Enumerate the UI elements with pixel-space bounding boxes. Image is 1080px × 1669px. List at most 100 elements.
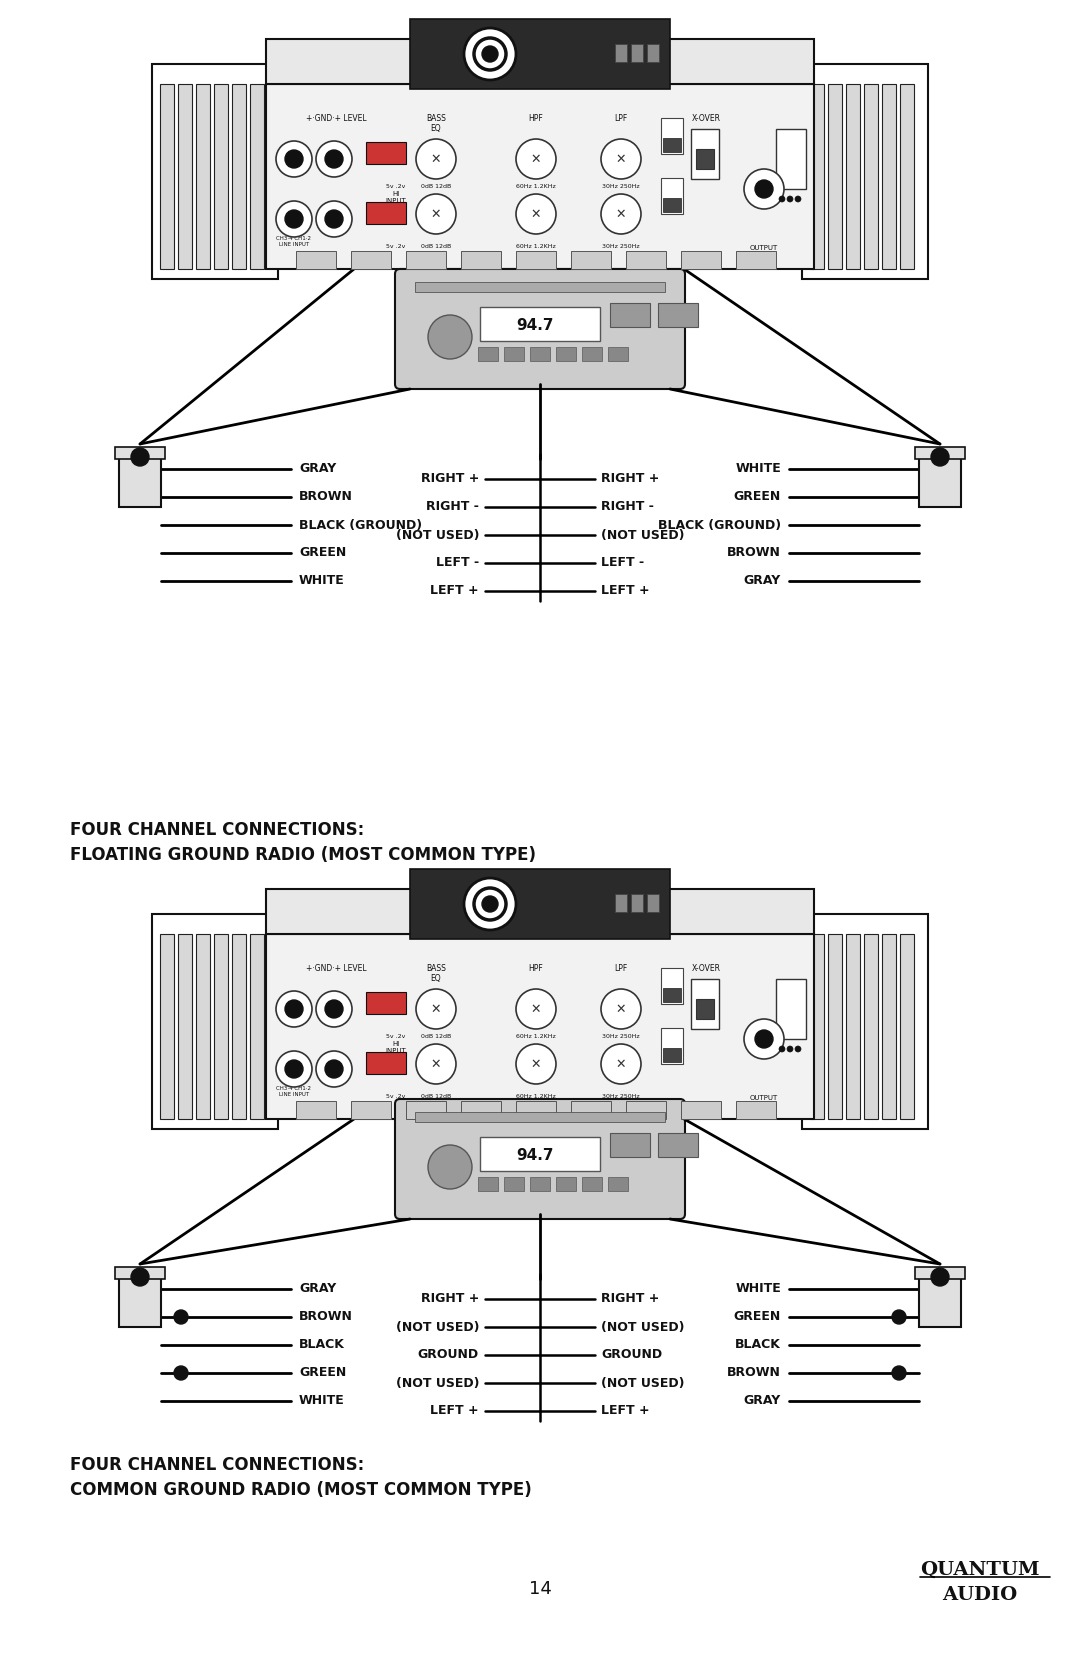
Circle shape <box>755 1030 773 1048</box>
Text: HI
INPUT: HI INPUT <box>386 1041 406 1055</box>
Bar <box>119 449 161 507</box>
Bar <box>195 935 210 1118</box>
Bar <box>696 149 714 169</box>
Circle shape <box>787 1046 793 1051</box>
Text: 14: 14 <box>528 1581 552 1597</box>
Text: BASS
EQ: BASS EQ <box>427 965 446 983</box>
Text: BLACK: BLACK <box>735 1339 781 1352</box>
Text: LEFT +: LEFT + <box>430 584 480 598</box>
Text: (NOT USED): (NOT USED) <box>395 1377 480 1390</box>
Text: WHITE: WHITE <box>299 1395 345 1407</box>
Bar <box>296 1102 336 1118</box>
Circle shape <box>316 140 352 177</box>
Bar <box>266 935 814 1118</box>
Circle shape <box>600 194 642 234</box>
Text: ✕: ✕ <box>431 152 442 165</box>
Bar <box>681 1102 721 1118</box>
Bar <box>406 250 446 269</box>
Text: (NOT USED): (NOT USED) <box>395 1320 480 1334</box>
Bar <box>608 347 627 361</box>
Text: ✕: ✕ <box>530 152 541 165</box>
Bar <box>615 43 627 62</box>
Bar <box>663 988 681 1001</box>
Bar <box>846 83 860 269</box>
Circle shape <box>744 169 784 209</box>
Circle shape <box>416 139 456 179</box>
Bar <box>478 1177 498 1192</box>
Bar <box>658 1133 698 1157</box>
Text: WHITE: WHITE <box>299 574 345 587</box>
Bar <box>516 250 556 269</box>
Bar <box>663 1048 681 1061</box>
Circle shape <box>276 1051 312 1087</box>
Text: 30Hz 250Hz: 30Hz 250Hz <box>603 1093 639 1098</box>
Circle shape <box>600 139 642 179</box>
Bar <box>661 1028 683 1065</box>
Bar <box>266 890 814 935</box>
Text: 0dB 12dB: 0dB 12dB <box>421 184 451 189</box>
Circle shape <box>931 447 949 466</box>
Circle shape <box>285 150 303 169</box>
Text: BROWN: BROWN <box>727 546 781 559</box>
Text: 30Hz 250Hz: 30Hz 250Hz <box>603 184 639 189</box>
Bar <box>864 935 878 1118</box>
Bar <box>802 915 928 1128</box>
Circle shape <box>428 315 472 359</box>
Text: +·GND·+ LEVEL: +·GND·+ LEVEL <box>306 965 366 973</box>
Text: LPF: LPF <box>615 113 627 124</box>
Bar <box>810 935 824 1118</box>
Bar <box>266 83 814 269</box>
Circle shape <box>516 1045 556 1083</box>
Text: 60Hz 1.2KHz: 60Hz 1.2KHz <box>516 244 556 249</box>
Bar <box>415 282 665 292</box>
Circle shape <box>931 1268 949 1287</box>
Bar <box>160 935 174 1118</box>
Text: 30Hz 250Hz: 30Hz 250Hz <box>603 1035 639 1040</box>
Circle shape <box>779 195 785 202</box>
Bar <box>366 991 406 1015</box>
Text: 60Hz 1.2KHz: 60Hz 1.2KHz <box>516 184 556 189</box>
Text: BLACK: BLACK <box>299 1339 345 1352</box>
Text: BASS
EQ: BASS EQ <box>427 113 446 134</box>
Text: WHITE: WHITE <box>735 462 781 476</box>
Bar <box>882 935 896 1118</box>
Circle shape <box>600 990 642 1030</box>
Text: 94.7: 94.7 <box>516 1148 554 1163</box>
Text: ✕: ✕ <box>431 1058 442 1070</box>
Text: GRAY: GRAY <box>299 1282 336 1295</box>
Circle shape <box>600 1045 642 1083</box>
Bar <box>214 83 228 269</box>
Bar <box>214 935 228 1118</box>
Bar <box>516 1102 556 1118</box>
Circle shape <box>416 194 456 234</box>
Circle shape <box>892 1310 906 1324</box>
Text: RIGHT +: RIGHT + <box>420 472 480 486</box>
Circle shape <box>285 1000 303 1018</box>
Bar <box>663 199 681 212</box>
Bar <box>882 83 896 269</box>
Bar <box>571 1102 611 1118</box>
Bar <box>296 250 336 269</box>
Bar <box>582 347 602 361</box>
Bar <box>608 1177 627 1192</box>
Bar <box>114 1267 165 1278</box>
Bar <box>152 915 278 1128</box>
Bar <box>681 250 721 269</box>
Text: 60Hz 1.2KHz: 60Hz 1.2KHz <box>516 1093 556 1098</box>
Text: BROWN: BROWN <box>299 491 353 504</box>
Text: FOUR CHANNEL CONNECTIONS:: FOUR CHANNEL CONNECTIONS: <box>70 1455 364 1474</box>
Bar <box>152 63 278 279</box>
Text: GREEN: GREEN <box>733 1310 781 1324</box>
Bar <box>406 1102 446 1118</box>
Circle shape <box>276 200 312 237</box>
Text: FLOATING GROUND RADIO (MOST COMMON TYPE): FLOATING GROUND RADIO (MOST COMMON TYPE) <box>70 846 536 865</box>
Bar <box>661 968 683 1005</box>
Circle shape <box>795 195 801 202</box>
Circle shape <box>276 991 312 1026</box>
Text: X-OVER: X-OVER <box>691 113 720 124</box>
Circle shape <box>316 200 352 237</box>
Bar <box>919 449 961 507</box>
Text: GREEN: GREEN <box>299 546 347 559</box>
Bar <box>530 1177 550 1192</box>
Text: CH3·4 CH1·2
LINE INPUT: CH3·4 CH1·2 LINE INPUT <box>276 1087 311 1097</box>
